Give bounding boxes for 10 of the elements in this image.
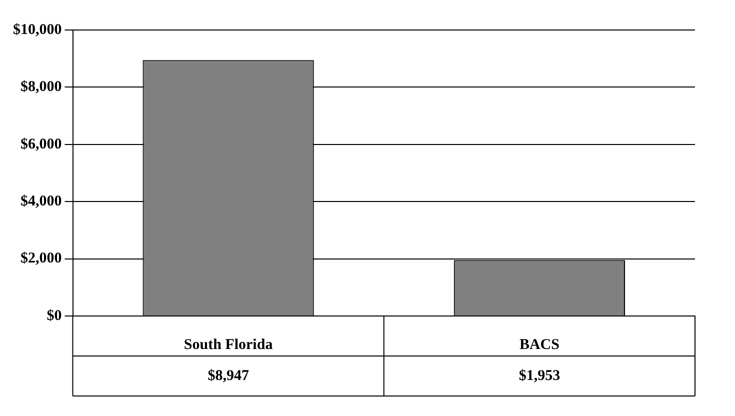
y-tick-label: $8,000 bbox=[20, 79, 62, 96]
y-tick-label: $0 bbox=[46, 308, 62, 324]
x-tick-label: South Florida bbox=[184, 336, 274, 353]
data-label: $8,947 bbox=[208, 368, 250, 384]
data-label: $1,953 bbox=[518, 368, 560, 384]
y-tick-label: $10,000 bbox=[13, 22, 62, 38]
x-tick-label: BACS bbox=[519, 336, 560, 353]
y-tick-label: $4,000 bbox=[20, 193, 62, 210]
y-tick-label: $6,000 bbox=[20, 136, 62, 152]
y-tick-label: $2,000 bbox=[20, 250, 62, 267]
